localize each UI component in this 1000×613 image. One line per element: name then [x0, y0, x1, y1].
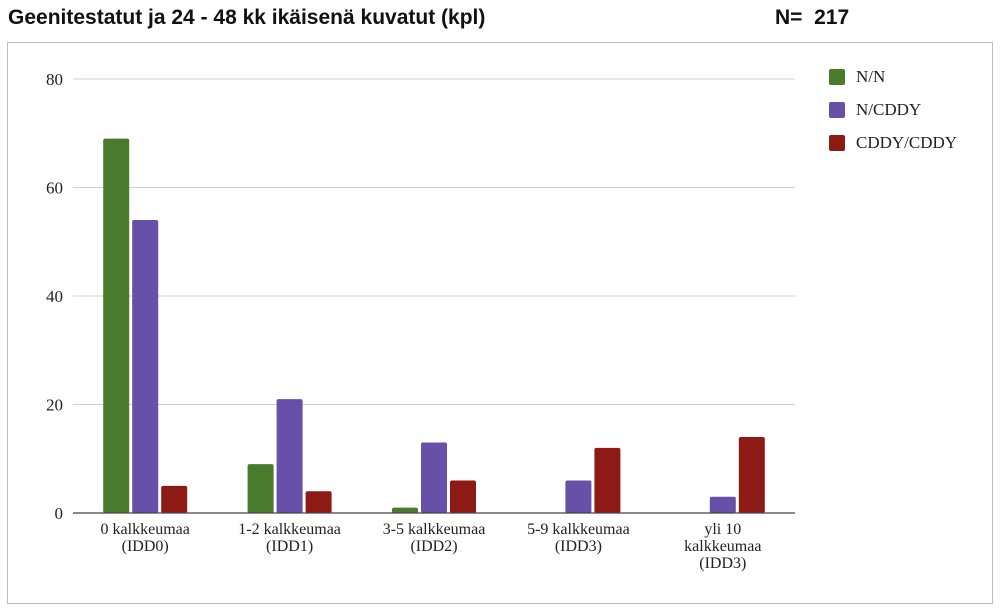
legend-swatch: [829, 102, 845, 118]
legend-label: N/CDDY: [856, 100, 921, 119]
bar-cddy-cddy-cat-1: [305, 491, 332, 513]
y-tick-label: 80: [46, 70, 63, 89]
x-tick-label: 5-9 kalkkeumaa: [527, 521, 630, 538]
chart-title: Geenitestatut ja 24 - 48 kk ikäisenä kuv…: [8, 6, 486, 29]
bar-n-n-cat-1: [247, 464, 274, 513]
bar-n-cddy-cat-4: [709, 496, 736, 513]
bar-cddy-cddy-cat-3: [594, 447, 621, 513]
bar-n-cddy-cat-2: [421, 442, 447, 513]
bars: [103, 138, 765, 514]
y-tick-label: 40: [46, 287, 63, 306]
x-tick-label: kalkkeumaa: [684, 538, 761, 555]
legend-label: CDDY/CDDY: [856, 133, 957, 152]
x-tick-label: (IDD3): [555, 538, 602, 555]
y-axis-ticks: 0 20 40 60 80: [46, 70, 63, 523]
x-tick-label: (IDD1): [266, 538, 313, 555]
legend-label: N/N: [856, 67, 885, 86]
x-tick-label: (IDD2): [410, 538, 457, 555]
legend: N/N N/CDDY CDDY/CDDY: [829, 67, 957, 152]
x-tick-label: 3-5 kalkkeumaa: [383, 521, 486, 538]
legend-swatch: [829, 135, 845, 151]
bar-n-cddy-cat-0: [132, 220, 159, 514]
gridlines: [73, 78, 795, 405]
bar-n-cddy-cat-1: [276, 399, 303, 513]
x-tick-label: (IDD3): [699, 555, 746, 572]
legend-swatch: [829, 69, 845, 85]
y-tick-label: 20: [46, 396, 63, 415]
bar-n-n-cat-2: [392, 507, 418, 513]
x-tick-label: (IDD0): [122, 538, 169, 555]
x-axis-labels: 0 kalkkeumaa(IDD0) 1-2 kalkkeumaa(IDD1) 3-…: [101, 521, 762, 572]
bar-cddy-cddy-cat-2: [450, 480, 476, 513]
x-tick-label: 0 kalkkeumaa: [101, 521, 190, 538]
bar-n-n-cat-0: [103, 138, 130, 514]
y-tick-label: 0: [55, 504, 64, 523]
bar-cddy-cddy-cat-4: [738, 437, 765, 513]
y-tick-label: 60: [46, 179, 63, 198]
x-tick-label: 1-2 kalkkeumaa: [238, 521, 341, 538]
x-tick-label: yli 10: [704, 521, 741, 538]
chart-frame: [7, 42, 993, 604]
bar-cddy-cddy-cat-0: [161, 485, 188, 513]
bar-n-cddy-cat-3: [565, 480, 592, 513]
sample-size-label: N= 217: [775, 6, 850, 29]
